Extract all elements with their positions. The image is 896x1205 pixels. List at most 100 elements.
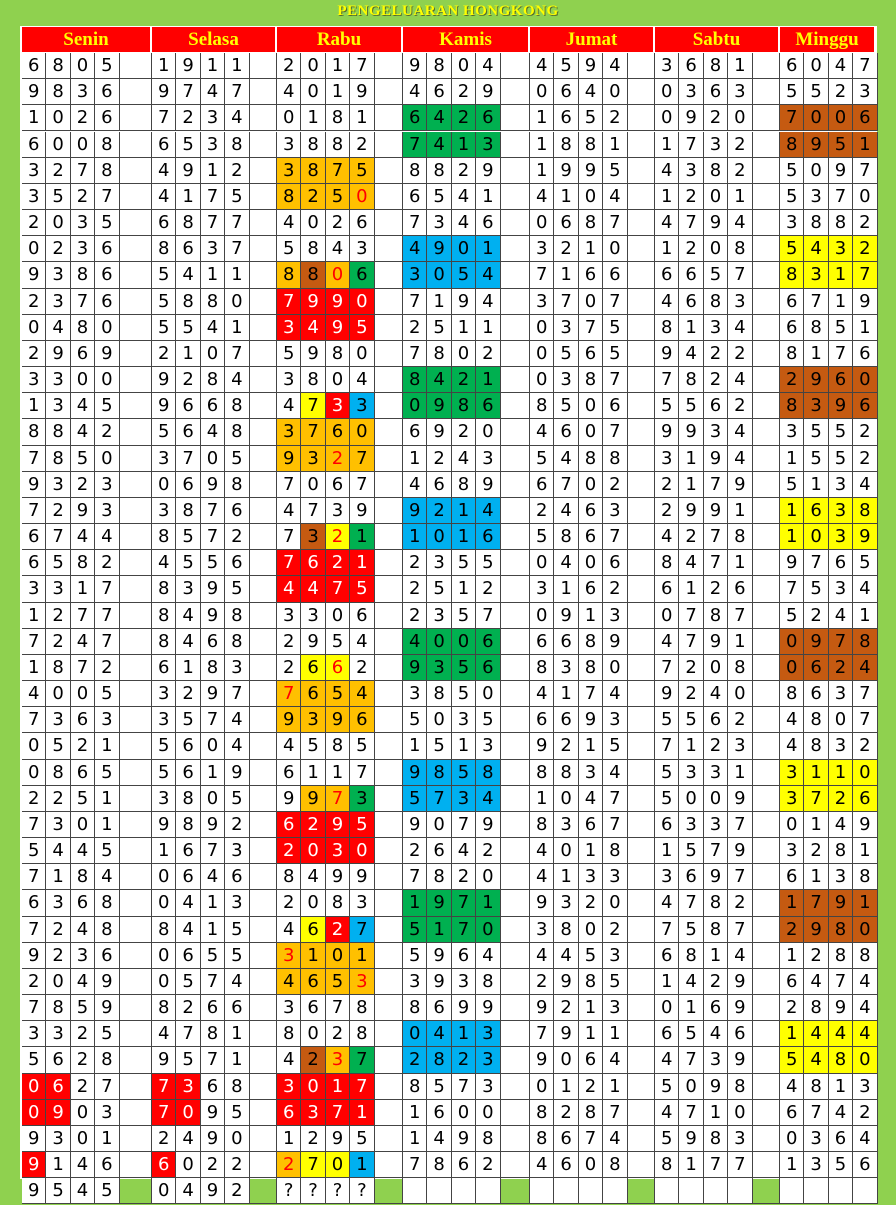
digit-cell: 6: [476, 393, 501, 420]
digit-cell: 8: [200, 367, 226, 394]
spacer-cell: [627, 602, 655, 629]
digit-cell: 4: [530, 942, 555, 969]
digit-cell: 8: [176, 497, 201, 525]
digit-cell: 6: [578, 576, 604, 603]
digit-cell: 8: [277, 183, 302, 210]
digit-cell: 7: [152, 1099, 177, 1126]
digit-cell: 0: [703, 654, 729, 682]
digit-cell: 3: [728, 733, 753, 760]
digit-cell: 6: [225, 497, 250, 525]
digit-cell: 4: [176, 602, 201, 629]
digit-cell: 0: [176, 1152, 201, 1179]
digit-cell: 0: [70, 681, 96, 708]
digit-cell: 2: [679, 681, 704, 708]
digit-cell: 4: [200, 864, 226, 891]
digit-cell: 7: [578, 1125, 604, 1153]
digit-cell: 0: [554, 838, 579, 865]
digit-cell: 2: [152, 340, 177, 368]
digit-cell: 3: [152, 785, 177, 812]
digit-cell: 5: [403, 707, 428, 734]
digit-cell: 7: [95, 628, 120, 655]
spacer-cell: [500, 105, 530, 132]
digit-cell: 2: [403, 314, 428, 341]
spacer-cell: [119, 707, 152, 734]
digit-cell: 5: [325, 968, 351, 996]
digit-cell: 8: [804, 995, 829, 1022]
digit-cell: 4: [70, 628, 96, 655]
digit-cell: 3: [703, 419, 729, 446]
digit-cell: 9: [350, 79, 375, 106]
digit-cell: 8: [46, 445, 71, 472]
digit-cell: 7: [22, 445, 47, 472]
digit-cell: 1: [451, 131, 477, 158]
digit-cell: 8: [530, 811, 555, 839]
digit-cell: 7: [277, 681, 302, 708]
digit-cell: 7: [403, 131, 428, 158]
digit-cell: 1: [225, 314, 250, 341]
digit-cell: 4: [301, 864, 326, 891]
digit-cell: 1: [46, 864, 71, 891]
digit-cell: 9: [325, 314, 351, 341]
spacer-cell: [374, 968, 403, 996]
digit-cell: 7: [200, 524, 226, 551]
digit-cell: 8: [301, 131, 326, 158]
digit-cell: 7: [176, 1021, 201, 1048]
digit-cell: 4: [603, 681, 628, 708]
spacer-cell: [627, 707, 655, 734]
digit-cell: 2: [403, 576, 428, 603]
spacer-cell: [627, 105, 655, 132]
digit-cell: 3: [427, 550, 452, 577]
spacer-cell: [374, 157, 403, 184]
spacer-cell: [627, 131, 655, 158]
digit-cell: 7: [655, 367, 680, 394]
digit-cell: 7: [679, 131, 704, 158]
day-header: Rabu: [277, 27, 403, 52]
digit-cell: 6: [655, 942, 680, 969]
spacer-cell: [752, 1047, 780, 1074]
digit-cell: 3: [554, 890, 579, 917]
digit-cell: 9: [200, 576, 226, 603]
spacer-cell: [752, 524, 780, 551]
digit-cell: 9: [728, 995, 753, 1022]
spacer-cell: [249, 864, 277, 891]
digit-cell: 0: [655, 105, 680, 132]
digit-cell: 3: [804, 393, 829, 420]
digit-cell: 6: [403, 419, 428, 446]
digit-cell: 3: [301, 602, 326, 629]
digit-cell: 6: [853, 340, 878, 368]
empty-cell: [804, 1178, 829, 1205]
digit-cell: 4: [655, 890, 680, 917]
digit-cell: 9: [554, 968, 579, 996]
digit-cell: 5: [828, 1152, 854, 1179]
digit-cell: 7: [70, 602, 96, 629]
digit-cell: 0: [603, 654, 628, 682]
spacer-cell: [752, 445, 780, 472]
digit-cell: 8: [578, 445, 604, 472]
spacer-cell: [500, 288, 530, 315]
digit-cell: 7: [325, 1099, 351, 1126]
digit-cell: 5: [176, 968, 201, 996]
digit-cell: 7: [853, 157, 878, 184]
spacer-cell: [752, 53, 780, 80]
digit-cell: 8: [578, 968, 604, 996]
digit-cell: 0: [70, 367, 96, 394]
digit-cell: 0: [853, 367, 878, 394]
digit-cell: 7: [655, 733, 680, 760]
digit-cell: 0: [95, 314, 120, 341]
digit-cell: 5: [578, 942, 604, 969]
digit-cell: 6: [655, 811, 680, 839]
digit-cell: 9: [301, 785, 326, 812]
digit-cell: 4: [225, 968, 250, 996]
empty-cell: [828, 1178, 854, 1205]
digit-cell: 1: [603, 131, 628, 158]
digit-cell: 0: [427, 628, 452, 655]
digit-cell: 9: [301, 340, 326, 368]
digit-cell: 1: [403, 1125, 428, 1153]
digit-cell: 3: [46, 367, 71, 394]
digit-cell: 4: [476, 785, 501, 812]
digit-cell: 2: [476, 838, 501, 865]
digit-cell: 4: [70, 524, 96, 551]
digit-cell: 5: [225, 942, 250, 969]
digit-cell: 8: [603, 445, 628, 472]
spacer-cell: [249, 968, 277, 996]
